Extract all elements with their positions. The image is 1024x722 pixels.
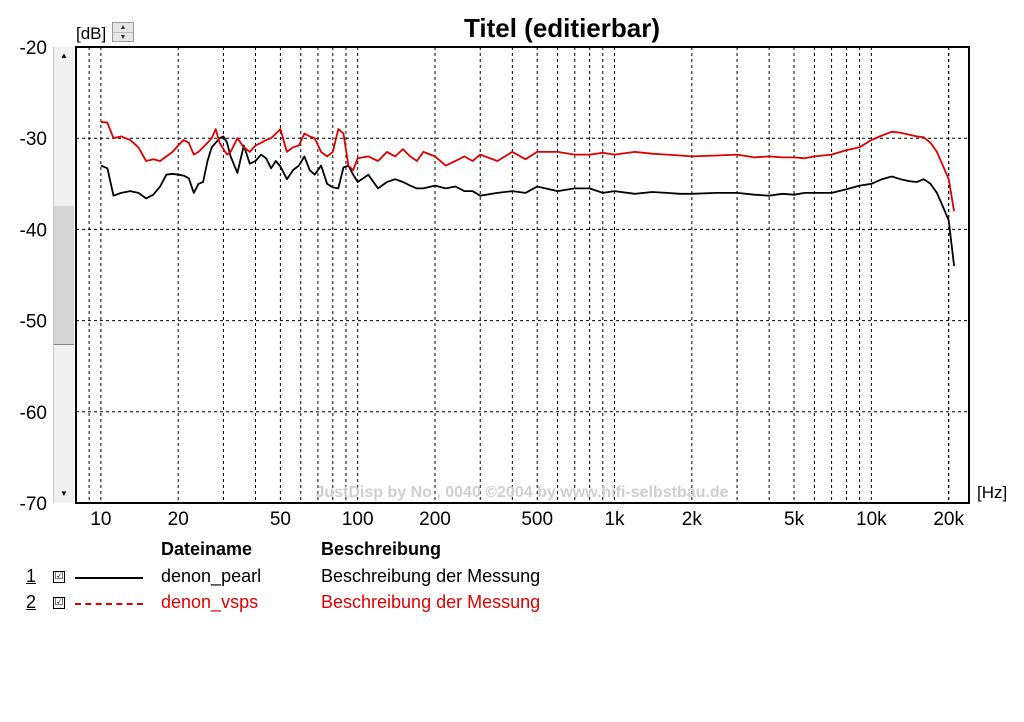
x-tick-label: 50 <box>270 509 291 530</box>
legend-table: Dateiname Beschreibung 1 ☑ denon_pearl B… <box>0 537 1024 627</box>
x-tick-label: 1k <box>604 509 625 530</box>
x-tick-label: 5k <box>784 509 805 530</box>
watermark: JustDisp by No , 0040 ©2004 by www.hifi-… <box>315 484 728 501</box>
x-tick-label: 2k <box>682 509 703 530</box>
x-tick-label: 100 <box>342 509 374 530</box>
y-axis-unit-label: [dB] <box>76 24 106 43</box>
scroll-up-button[interactable]: ▲ <box>60 51 68 60</box>
legend-line-swatch-dashed <box>75 603 143 605</box>
series-lines <box>100 120 955 267</box>
y-tick-label: -20 <box>20 38 47 59</box>
y-tick-label: -70 <box>20 494 47 515</box>
legend-line-swatch-solid <box>75 577 143 579</box>
plot-area <box>76 47 969 503</box>
x-tick-labels: 10 20 50 100 200 500 1k 2k 5k 10k 20k <box>90 509 964 530</box>
grid-lines <box>75 47 969 503</box>
series-line-denon_vsps <box>100 120 955 212</box>
legend-row-description: Beschreibung der Messung <box>321 592 541 612</box>
y-tick-labels: -20 -30 -40 -50 -60 -70 <box>20 38 47 515</box>
x-axis-unit-label: [Hz] <box>977 483 1007 502</box>
x-tick-label: 20 <box>168 509 189 530</box>
legend-row-filename: denon_pearl <box>161 566 262 586</box>
scroll-thumb[interactable] <box>54 205 74 345</box>
plot-frame <box>75 46 970 504</box>
legend-row-checkbox[interactable]: ☑ <box>53 597 65 609</box>
x-tick-label: 10k <box>856 509 887 530</box>
y-tick-label: -30 <box>20 129 47 150</box>
y-tick-label: -50 <box>20 312 47 333</box>
x-tick-label: 200 <box>419 509 451 530</box>
spinner-up-button[interactable]: ▲ <box>113 23 133 33</box>
legend-row-checkbox[interactable]: ☑ <box>53 571 65 583</box>
chart-title: Titel (editierbar) <box>464 13 660 43</box>
legend-row-number[interactable]: 1 <box>26 566 37 586</box>
legend-header-filename: Dateiname <box>161 539 253 559</box>
y-scrollbar[interactable]: ▲ ▼ <box>53 47 74 503</box>
series-line-denon_pearl <box>100 135 955 267</box>
scroll-down-button[interactable]: ▼ <box>60 489 68 498</box>
y-tick-label: -60 <box>20 403 47 424</box>
legend-row-number[interactable]: 2 <box>26 592 37 612</box>
x-tick-label: 10 <box>90 509 111 530</box>
y-scale-spinner[interactable]: ▲ ▼ <box>112 22 134 42</box>
spinner-down-button[interactable]: ▼ <box>119 34 127 41</box>
frequency-response-chart: Titel (editierbar) [dB] [Hz] JustDisp by… <box>20 13 1008 530</box>
y-tick-label: -40 <box>20 220 47 241</box>
legend-row-description: Beschreibung der Messung <box>321 566 541 586</box>
x-tick-label: 20k <box>933 509 964 530</box>
legend-row-filename: denon_vsps <box>161 592 259 612</box>
x-tick-label: 500 <box>521 509 553 530</box>
legend-header-description: Beschreibung <box>321 539 442 559</box>
